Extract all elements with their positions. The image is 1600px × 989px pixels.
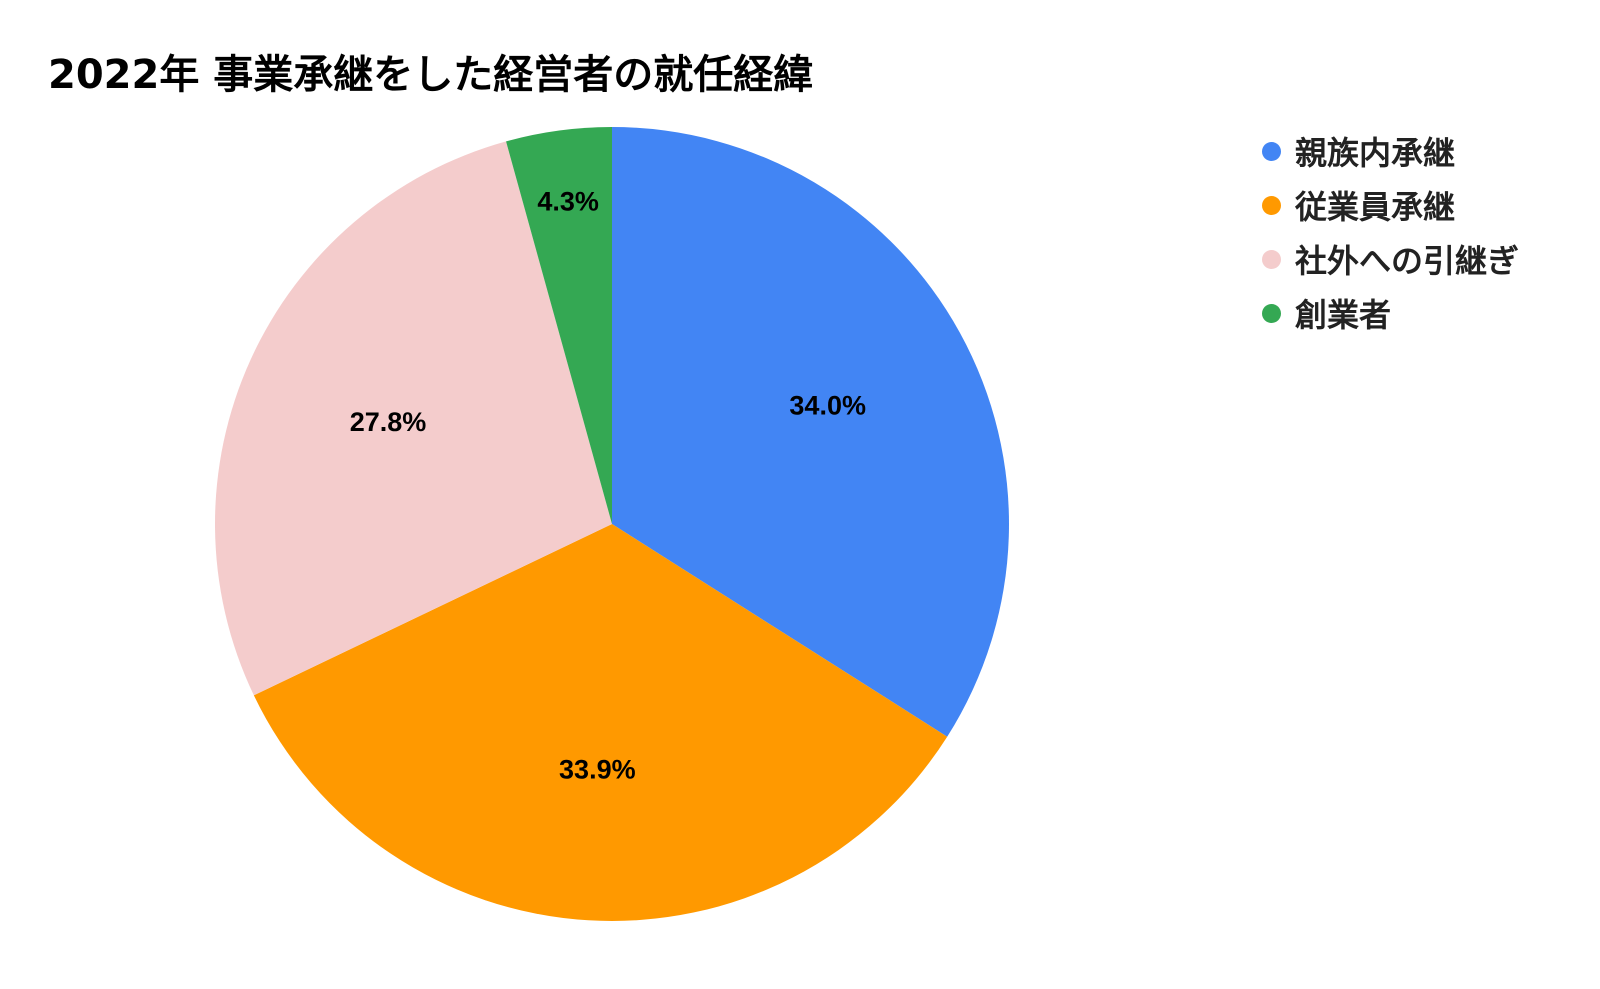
legend-label: 社外への引継ぎ bbox=[1295, 242, 1520, 280]
legend-swatch bbox=[1262, 303, 1281, 323]
legend-swatch bbox=[1262, 249, 1281, 269]
slice-value-label: 33.9% bbox=[559, 755, 636, 785]
legend-item[interactable]: 創業者 bbox=[1262, 286, 1519, 340]
legend: 親族内承継 従業員承継 社外への引継ぎ 創業者 bbox=[1262, 124, 1519, 340]
legend-swatch bbox=[1262, 141, 1281, 161]
pie-slice[interactable] bbox=[215, 141, 613, 696]
pie-slice[interactable] bbox=[253, 524, 948, 921]
legend-label: 従業員承継 bbox=[1295, 188, 1456, 226]
pie-slice[interactable] bbox=[506, 127, 612, 524]
slice-value-label: 27.8% bbox=[350, 407, 427, 437]
slice-value-label: 34.0% bbox=[789, 390, 866, 420]
legend-item[interactable]: 社外への引継ぎ bbox=[1262, 232, 1519, 286]
legend-label: 創業者 bbox=[1295, 296, 1392, 334]
legend-label: 親族内承継 bbox=[1295, 134, 1456, 172]
legend-swatch bbox=[1262, 195, 1281, 215]
legend-item[interactable]: 親族内承継 bbox=[1262, 124, 1519, 178]
slice-value-label: 4.3% bbox=[537, 186, 599, 216]
legend-item[interactable]: 従業員承継 bbox=[1262, 178, 1519, 232]
pie-slice[interactable] bbox=[612, 127, 1009, 737]
chart-title: 2022年 事業承継をした経営者の就任経緯 bbox=[48, 52, 814, 98]
